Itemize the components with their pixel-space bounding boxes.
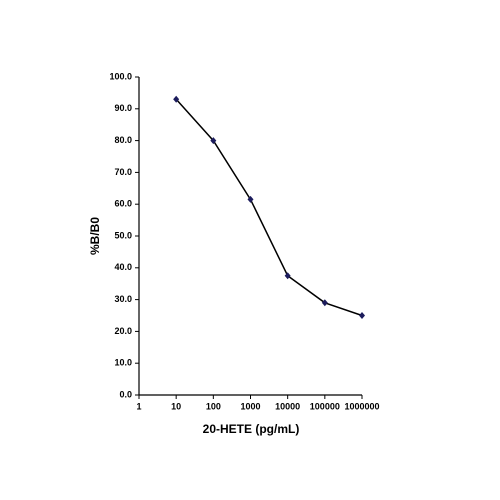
- y-tick-label: 30.0: [114, 294, 132, 304]
- marker: [173, 95, 180, 103]
- x-tick-label: 100: [206, 401, 221, 411]
- y-tick-label: 60.0: [114, 199, 132, 209]
- y-tick-label: 90.0: [114, 103, 132, 113]
- y-tick-label: 10.0: [114, 358, 132, 368]
- y-tick-label: 20.0: [114, 326, 132, 336]
- y-tick-label: 100.0: [109, 71, 132, 81]
- y-tick-label: 50.0: [114, 230, 132, 240]
- marker: [247, 195, 254, 203]
- y-tick-label: 70.0: [114, 167, 132, 177]
- marker: [359, 312, 365, 319]
- x-axis-title: 20-HETE (pg/mL): [203, 422, 300, 436]
- y-tick-label: 0.0: [119, 389, 132, 399]
- x-tick-label: 10000: [275, 401, 300, 411]
- x-tick-label: 10: [171, 401, 181, 411]
- y-axis-title: %B/B0: [88, 217, 102, 255]
- marker: [284, 272, 291, 280]
- x-tick-label: 1000000: [344, 401, 379, 411]
- x-tick-label: 100000: [310, 401, 340, 411]
- y-tick-label: 40.0: [114, 262, 132, 272]
- marker: [210, 137, 217, 145]
- line: [175, 98, 363, 317]
- marker: [321, 299, 328, 307]
- y-tick-label: 80.0: [114, 135, 132, 145]
- x-tick-label: 1000: [240, 401, 260, 411]
- x-tick-label: 1: [136, 401, 141, 411]
